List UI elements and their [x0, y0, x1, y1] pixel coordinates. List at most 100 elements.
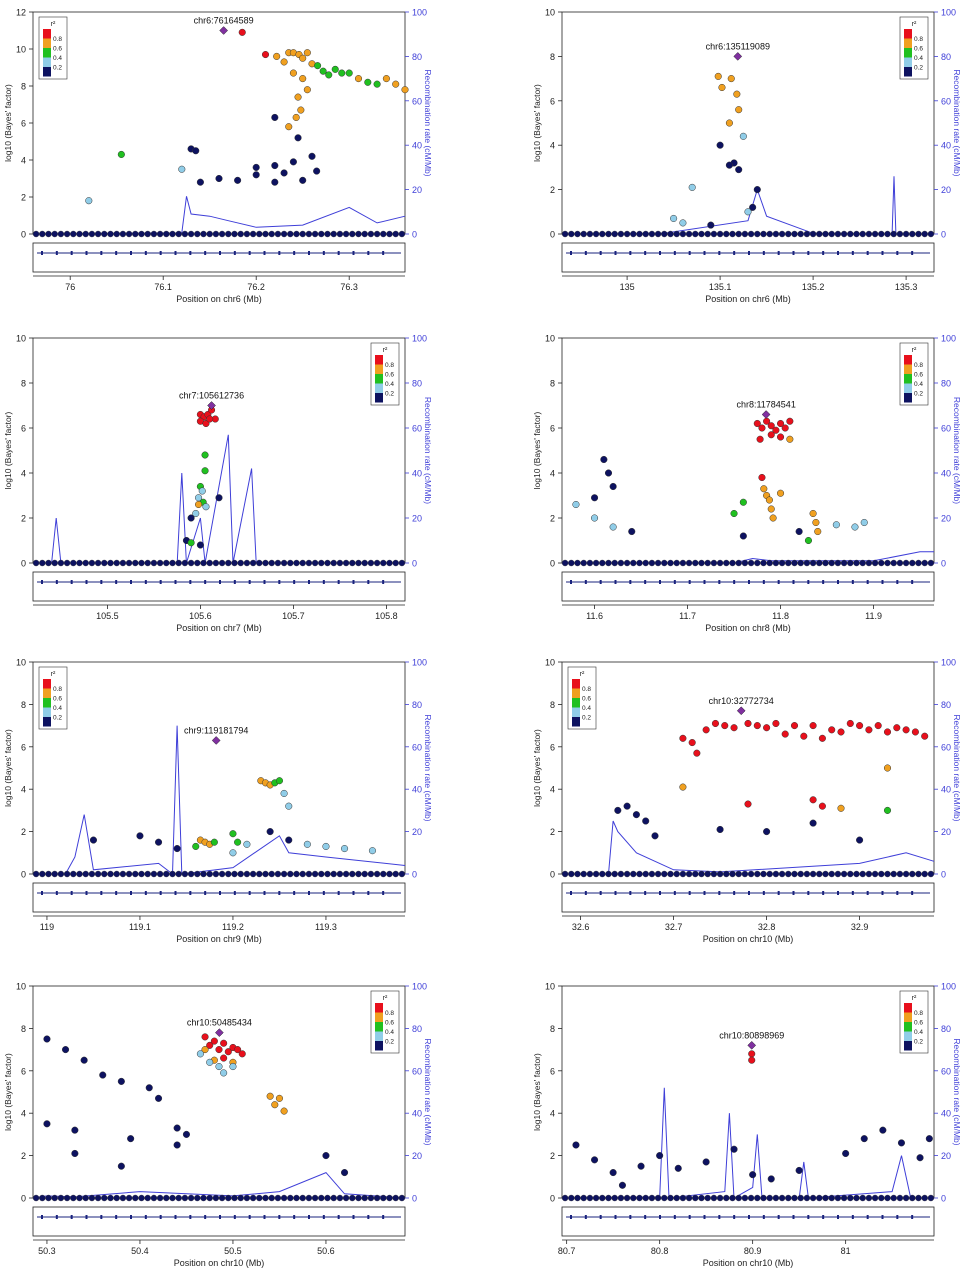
snp-point-baseline	[847, 1194, 854, 1202]
snp-point	[71, 1126, 79, 1134]
snp-point-baseline	[88, 559, 96, 567]
recombination-rate-line	[32, 196, 406, 235]
snp-point-baseline	[834, 1194, 842, 1202]
snp-point-baseline	[884, 1194, 891, 1202]
snp-point-baseline	[909, 1194, 916, 1202]
x-tick-label: 11.8	[772, 611, 789, 621]
snp-point-baseline	[673, 230, 680, 238]
snp-point	[753, 186, 761, 194]
snp-point-baseline	[896, 870, 904, 878]
gene-exon	[382, 580, 385, 584]
snp-point	[178, 165, 186, 173]
gene-exon	[41, 1215, 43, 1219]
snp-point-baseline	[194, 870, 201, 878]
snp-point-baseline	[760, 559, 767, 567]
gene-exon	[644, 1215, 647, 1219]
snp-point-baseline	[225, 230, 232, 238]
snp-point-baseline	[268, 870, 275, 878]
snp-point-baseline	[716, 1194, 724, 1202]
gene-exon	[367, 580, 370, 584]
snp-point-baseline	[70, 230, 77, 238]
snp-point-baseline	[654, 1194, 662, 1202]
snp-point-baseline	[704, 230, 711, 238]
snp-point-baseline	[225, 1194, 232, 1202]
y2-tick-label: 0	[941, 870, 946, 880]
snp-point	[201, 451, 209, 459]
legend-swatch	[43, 698, 51, 708]
snp-point	[243, 840, 251, 848]
snp-point-baseline	[847, 230, 854, 238]
snp-point-baseline	[156, 1194, 164, 1202]
snp-point-baseline	[94, 1194, 102, 1202]
snp-point	[345, 69, 353, 77]
snp-point-baseline	[654, 870, 662, 878]
gene-exon	[159, 251, 162, 255]
snp-point-baseline	[605, 1194, 612, 1202]
snp-point-baseline	[249, 230, 257, 238]
gene-exon	[174, 1215, 177, 1219]
snp-point	[916, 1154, 924, 1162]
snp-point	[271, 162, 279, 170]
y2-axis-label: Recombination rate (cM/Mb)	[952, 397, 962, 504]
gene-exon	[718, 251, 721, 255]
snp-point	[308, 152, 316, 160]
snp-point	[727, 75, 735, 83]
gene-track	[32, 1206, 406, 1237]
snp-point-baseline	[766, 230, 773, 238]
snp-point-baseline	[592, 1194, 600, 1202]
gene-exon	[688, 580, 691, 584]
legend-label: 0.6	[385, 372, 394, 379]
snp-point-baseline	[51, 559, 58, 567]
snp-point-baseline	[194, 1194, 201, 1202]
snp-point-baseline	[673, 1194, 680, 1202]
snp-point-baseline	[355, 1194, 362, 1202]
snp-point	[786, 435, 794, 443]
gene-exon	[822, 251, 825, 255]
snp-point	[173, 1124, 181, 1132]
snp-point-baseline	[39, 559, 46, 567]
snp-point	[749, 203, 757, 211]
snp-point	[679, 783, 687, 791]
snp-point	[206, 1058, 214, 1066]
snp-point-baseline	[373, 1194, 381, 1202]
legend-swatch	[43, 688, 51, 698]
y-tick-label: 4	[550, 141, 555, 151]
snp-point	[229, 1063, 237, 1071]
x-axis-label: Position on chr10 (Mb)	[703, 934, 794, 944]
snp-point-baseline	[704, 1194, 711, 1202]
snp-point	[702, 1158, 710, 1166]
y2-tick-label: 40	[941, 1109, 951, 1119]
snp-point-baseline	[144, 559, 151, 567]
gene-exon	[55, 580, 58, 584]
y-tick-label: 8	[550, 700, 555, 710]
snp-point	[814, 527, 822, 536]
snp-point-baseline	[392, 230, 399, 238]
snp-point	[716, 141, 724, 149]
snp-point-baseline	[642, 1194, 649, 1202]
legend-label: 0.8	[385, 362, 394, 369]
snp-point	[572, 500, 580, 509]
snp-point-baseline	[82, 870, 89, 878]
snp-point	[688, 739, 696, 747]
snp-point	[591, 1156, 599, 1164]
snp-point-baseline	[107, 870, 114, 878]
snp-point	[201, 1046, 209, 1054]
gene-exon	[367, 891, 370, 895]
snp-point	[285, 123, 293, 131]
snp-point-baseline	[262, 230, 269, 238]
y-tick-label: 2	[21, 827, 26, 837]
lead-snp-label: chr10:32772734	[709, 696, 774, 706]
legend-swatch	[904, 57, 912, 67]
snp-point-baseline	[280, 1194, 288, 1202]
panel-1: 0 2 4 6 8 10 12 0 20 40 60 80 100 log10 (Bayes' facto…	[3, 8, 433, 305]
gene-exon	[837, 1215, 839, 1219]
snp-point-baseline	[760, 870, 767, 878]
snp-point-baseline	[336, 1194, 344, 1202]
snp-point-baseline	[57, 1194, 65, 1202]
snp-point	[739, 532, 747, 540]
y2-axis-label: Recombination rate (cM/Mb)	[952, 1038, 962, 1145]
legend-swatch	[375, 383, 383, 393]
snp-point-baseline	[878, 230, 885, 238]
snp-point	[721, 722, 729, 730]
